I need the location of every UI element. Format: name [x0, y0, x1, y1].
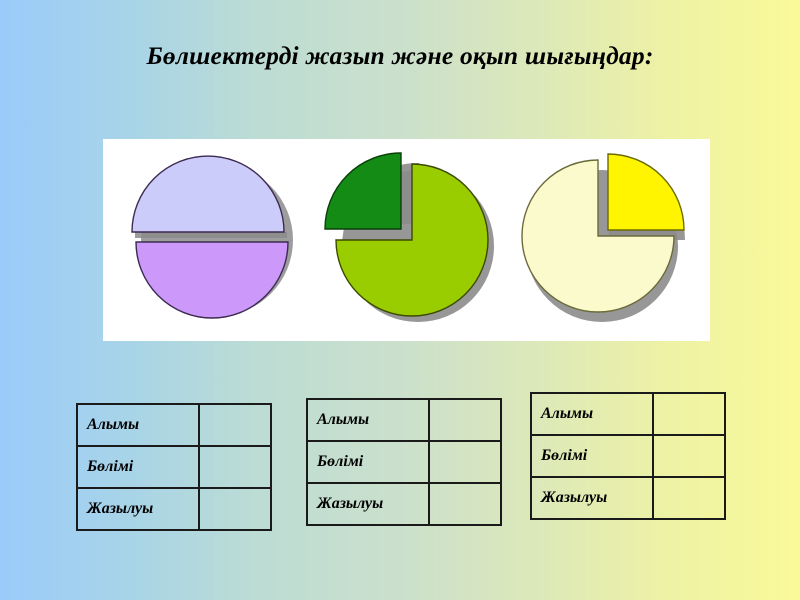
denominator-value-cell[interactable] [652, 434, 726, 478]
numerator-value-cell[interactable] [428, 398, 502, 442]
pie-chart-3-graphic [521, 153, 685, 322]
denominator-label: Бөлімі [530, 434, 654, 478]
pie-3-slice-remaining [521, 159, 675, 313]
denominator-value-cell[interactable] [428, 440, 502, 484]
pie-chart-3 [507, 139, 709, 341]
numerator-label: Алымы [530, 392, 654, 436]
pie-chart-1 [111, 139, 313, 341]
numerator-value-cell[interactable] [652, 392, 726, 436]
pie-chart-1-graphic [131, 155, 293, 319]
table-row: Жазылуы [76, 487, 272, 531]
fraction-table-3: Алымы Бөлімі Жазылуы [530, 392, 726, 520]
table-row: Жазылуы [530, 476, 726, 520]
table-row: Бөлімі [76, 445, 272, 489]
denominator-label: Бөлімі [306, 440, 430, 484]
notation-value-cell[interactable] [652, 476, 726, 520]
table-row: Бөлімі [306, 440, 502, 484]
pie-1-slice-exploded [131, 155, 285, 233]
table-row: Алымы [530, 392, 726, 436]
fraction-table-1: Алымы Бөлімі Жазылуы [76, 403, 272, 531]
table-row: Бөлімі [530, 434, 726, 478]
numerator-label: Алымы [306, 398, 430, 442]
pie-charts-panel [103, 139, 710, 341]
denominator-value-cell[interactable] [198, 445, 272, 489]
table-row: Жазылуы [306, 482, 502, 526]
pie-1-slice-remaining [135, 241, 289, 319]
table-row: Алымы [76, 403, 272, 447]
table-row: Алымы [306, 398, 502, 442]
page-title: Бөлшектерді жазып және оқып шығыңдар: [146, 41, 654, 70]
notation-value-cell[interactable] [428, 482, 502, 526]
pie-2-slice-exploded [324, 152, 402, 230]
denominator-label: Бөлімі [76, 445, 200, 489]
notation-label: Жазылуы [76, 487, 200, 531]
numerator-label: Алымы [76, 403, 200, 447]
pie-3-slice-exploded [607, 153, 685, 231]
fraction-table-2: Алымы Бөлімі Жазылуы [306, 398, 502, 526]
pie-chart-2 [309, 139, 511, 341]
notation-value-cell[interactable] [198, 487, 272, 531]
notation-label: Жазылуы [530, 476, 654, 520]
pie-chart-2-graphic [324, 152, 494, 322]
numerator-value-cell[interactable] [198, 403, 272, 447]
notation-label: Жазылуы [306, 482, 430, 526]
pie-2-slice-remaining [335, 163, 489, 317]
